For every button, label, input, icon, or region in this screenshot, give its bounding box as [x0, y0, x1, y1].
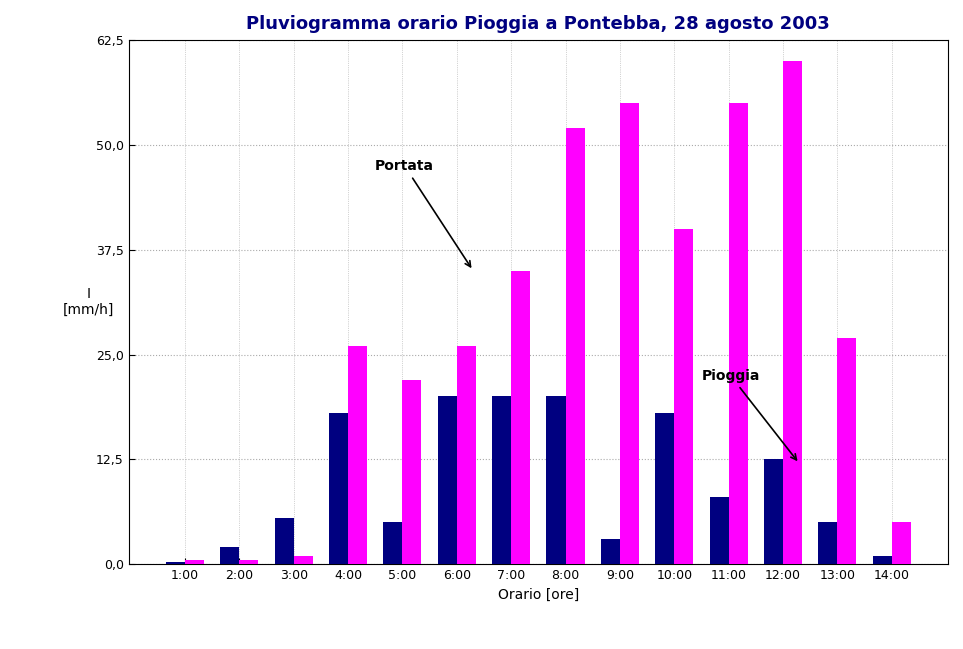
Bar: [838, 337, 856, 564]
Bar: [294, 556, 313, 564]
Bar: [274, 518, 294, 564]
Bar: [329, 413, 348, 564]
Y-axis label: I
[mm/h]: I [mm/h]: [64, 287, 115, 317]
Bar: [546, 397, 565, 564]
Bar: [620, 103, 638, 564]
Bar: [492, 397, 511, 564]
Text: Pioggia: Pioggia: [701, 369, 796, 460]
Bar: [456, 346, 476, 564]
Bar: [764, 459, 783, 564]
Bar: [819, 522, 838, 564]
Bar: [565, 128, 585, 564]
Bar: [729, 103, 747, 564]
Bar: [221, 547, 239, 564]
Bar: [185, 560, 204, 564]
Bar: [710, 497, 729, 564]
Bar: [239, 560, 258, 564]
Bar: [348, 346, 367, 564]
Bar: [438, 397, 456, 564]
Text: Portata: Portata: [376, 159, 471, 267]
Bar: [655, 413, 674, 564]
Bar: [892, 522, 911, 564]
Bar: [872, 556, 892, 564]
Bar: [601, 539, 620, 564]
Title: Pluviogramma orario Pioggia a Pontebba, 28 agosto 2003: Pluviogramma orario Pioggia a Pontebba, …: [247, 15, 830, 33]
Bar: [403, 380, 422, 564]
Bar: [674, 228, 693, 564]
Bar: [166, 563, 185, 564]
Bar: [783, 61, 802, 564]
Bar: [511, 271, 531, 564]
Bar: [383, 522, 403, 564]
X-axis label: Orario [ore]: Orario [ore]: [498, 587, 579, 602]
